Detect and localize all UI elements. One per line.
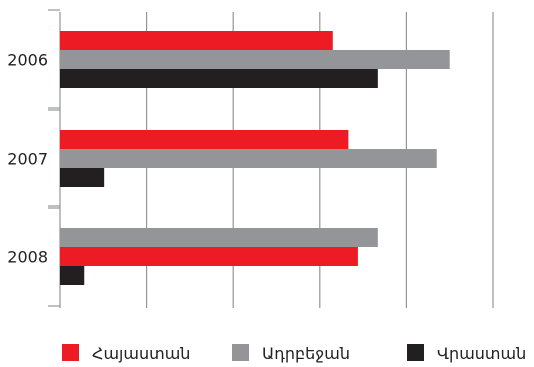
bar-2007-0 (60, 130, 349, 149)
legend-swatch (407, 344, 424, 361)
legend-label: Ադրբեջան (262, 344, 350, 363)
y-axis (48, 9, 61, 308)
y-tick-label: 2006 (7, 51, 48, 70)
legend-label: Հայաստան (92, 344, 190, 363)
bar-2006-1 (60, 50, 450, 69)
bar-2007-1 (60, 149, 437, 168)
bar-2008-2 (60, 266, 85, 285)
y-tick-label: 2007 (7, 150, 48, 169)
bar-2008-0 (60, 247, 358, 266)
y-tick-labels: 2006 2007 2008 (7, 51, 48, 267)
legend-swatch (232, 344, 249, 361)
legend: Հայաստան Ադրբեջան Վրաստան (62, 344, 526, 363)
legend-swatch (62, 344, 79, 361)
bar-2006-2 (60, 69, 378, 88)
bars (60, 31, 450, 285)
bar-2006-0 (60, 31, 333, 50)
bar-2008-1 (60, 228, 378, 247)
legend-label: Վրաստան (437, 344, 526, 363)
bar-2007-2 (60, 168, 105, 187)
y-tick-label: 2008 (7, 248, 48, 267)
